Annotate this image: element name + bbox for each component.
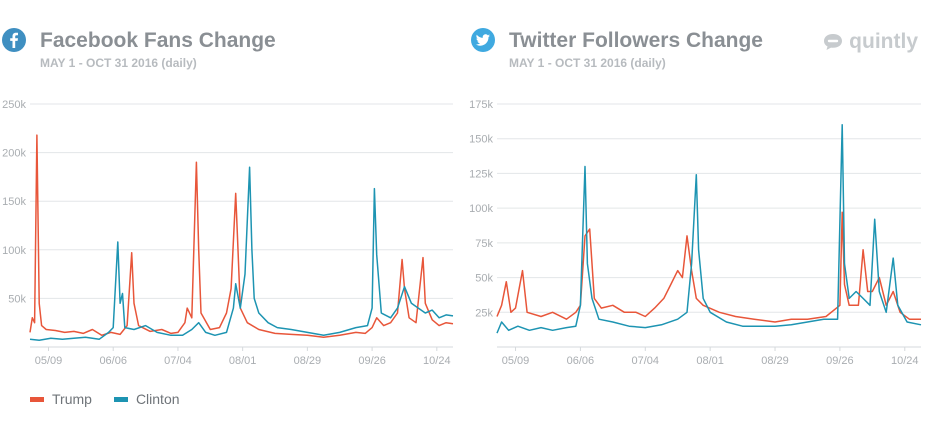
twitter-x-tick-label: 08/29 — [761, 355, 789, 367]
twitter-y-tick-label: 75k — [475, 238, 493, 250]
facebook-series-line-clinton — [29, 166, 454, 341]
facebook-x-tick-label: 09/26 — [358, 355, 386, 367]
twitter-chart-subtitle: MAY 1 - OCT 31 2016 (daily) — [509, 56, 666, 70]
quintly-wordmark: quintly — [849, 30, 918, 53]
chart-legend: Trump Clinton — [30, 391, 180, 407]
legend-swatch-trump — [30, 396, 44, 402]
twitter-x-tick-label: 10/24 — [891, 355, 919, 367]
twitter-y-tick-label: 175k — [469, 99, 493, 111]
facebook-chart-title: Facebook Fans Change — [40, 29, 276, 52]
legend-label-clinton: Clinton — [135, 391, 180, 407]
facebook-icon — [2, 28, 26, 52]
facebook-chart-subtitle: MAY 1 - OCT 31 2016 (daily) — [40, 56, 197, 70]
twitter-y-tick-label: 25k — [475, 307, 493, 319]
facebook-y-tick-label: 250k — [2, 99, 26, 111]
twitter-y-tick-label: 125k — [469, 168, 493, 180]
twitter-series-line-clinton — [496, 124, 922, 334]
facebook-y-tick-label: 100k — [2, 245, 26, 257]
twitter-series-line-trump — [496, 211, 921, 323]
twitter-x-tick-label: 09/26 — [826, 355, 854, 367]
legend-item-trump: Trump — [30, 391, 92, 407]
facebook-x-tick-label: 05/09 — [35, 355, 63, 367]
facebook-x-tick-label: 10/24 — [423, 355, 451, 367]
twitter-x-tick-label: 05/09 — [502, 355, 530, 367]
facebook-series-line-trump — [29, 134, 454, 339]
facebook-y-tick-label: 50k — [8, 293, 26, 305]
facebook-x-tick-label: 07/04 — [164, 355, 192, 367]
twitter-chart-title: Twitter Followers Change — [509, 29, 763, 52]
legend-swatch-clinton — [113, 396, 128, 402]
twitter-x-tick-label: 07/04 — [632, 355, 660, 367]
twitter-icon — [471, 28, 495, 52]
facebook-x-tick-label: 08/29 — [294, 355, 322, 367]
legend-item-clinton: Clinton — [113, 391, 180, 407]
facebook-y-tick-label: 200k — [2, 148, 26, 160]
twitter-x-tick-label: 08/01 — [696, 355, 724, 367]
quintly-logo-mark — [824, 34, 843, 50]
facebook-x-tick-label: 06/06 — [99, 355, 127, 367]
twitter-y-tick-label: 100k — [469, 203, 493, 215]
twitter-x-tick-label: 06/06 — [567, 355, 595, 367]
facebook-x-tick-label: 08/01 — [229, 355, 257, 367]
legend-label-trump: Trump — [52, 391, 92, 407]
twitter-y-tick-label: 50k — [475, 273, 493, 285]
facebook-y-tick-label: 150k — [2, 196, 26, 208]
twitter-y-tick-label: 150k — [469, 134, 493, 146]
quintly-logo: quintly — [822, 30, 918, 54]
